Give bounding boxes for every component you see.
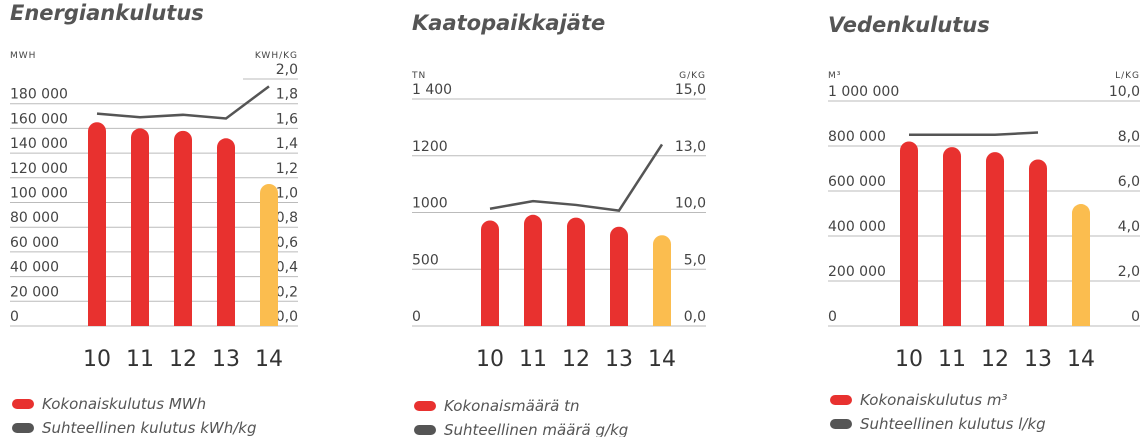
y-tick-label: 120 000 [10,161,68,177]
x-tick-label: 14 [255,347,283,372]
y-tick-label: 60 000 [10,235,59,251]
line [96,85,270,120]
bar [524,214,542,326]
x-tick-label: 13 [1024,347,1052,372]
bar [900,141,918,326]
legend-marker [414,401,436,411]
legend-label: Kokonaiskulutus MWh [42,395,206,413]
bar [986,152,1004,326]
x-tick-label: 10 [83,347,111,372]
y-tick-label: 100 000 [10,186,68,202]
y2-tick-label: 10,0 [675,196,706,212]
y2-tick-label: 1,2 [276,161,298,177]
chart-title: Energiankulutus [10,1,204,25]
chart-title: Vedenkulutus [828,13,990,37]
bar [653,235,671,326]
line [489,143,664,212]
y2-axis-label: KWH/KG [255,51,298,61]
legend-marker [830,419,852,429]
legend-marker [12,423,34,433]
legend-marker [830,395,852,405]
y-tick-label: 80 000 [10,210,59,226]
y2-tick-label: 13,0 [675,139,706,155]
y-tick-label: 1000 [412,196,448,212]
bar [567,217,585,326]
bar [174,130,192,326]
bar [1072,204,1090,326]
x-tick-label: 13 [212,347,240,372]
y-tick-label: 160 000 [10,111,68,127]
x-tick-label: 11 [126,347,154,372]
bar [217,138,235,326]
y-tick-label: 0 [828,309,837,325]
legend-label: Suhteellinen määrä g/kg [444,421,628,437]
y-tick-label: 500 [412,252,439,268]
y2-tick-label: 0,4 [276,260,298,276]
y-tick-label: 20 000 [10,284,59,300]
bar [260,183,278,326]
y-tick-label: 600 000 [828,174,886,190]
y-axis-label: MWH [10,51,36,61]
y-tick-label: 400 000 [828,219,886,235]
x-tick-label: 10 [476,347,504,372]
y-tick-label: 1 000 000 [828,84,899,100]
y2-tick-label: 15,0 [675,82,706,98]
line [909,131,1039,136]
y2-tick-label: 0,6 [276,235,298,251]
y2-tick-label: 0,2 [276,284,298,300]
y2-tick-label: 0 [1131,309,1140,325]
y2-tick-label: 10,0 [1109,84,1140,100]
y2-axis-label: G/KG [679,71,706,81]
bar [131,128,149,326]
y-tick-label: 0 [412,309,421,325]
y2-tick-label: 4,0 [1118,219,1140,235]
bar [610,226,628,326]
bar [481,220,499,326]
y2-tick-label: 0,8 [276,210,298,226]
y-tick-label: 1200 [412,139,448,155]
y-axis-label: M³ [828,71,841,81]
y-tick-label: 800 000 [828,129,886,145]
legend-marker [414,425,436,435]
y-tick-label: 140 000 [10,136,68,152]
x-tick-label: 11 [519,347,547,372]
y-tick-label: 40 000 [10,260,59,276]
x-tick-label: 12 [562,347,590,372]
x-tick-label: 12 [169,347,197,372]
legend-label: Suhteellinen kulutus l/kg [860,415,1046,433]
y-tick-label: 0 [10,309,19,325]
y2-tick-label: 2,0 [1118,264,1140,280]
y2-tick-label: 1,8 [276,87,298,103]
bar [943,147,961,326]
x-tick-label: 14 [1067,347,1095,372]
y2-tick-label: 0,0 [276,309,298,325]
legend-label: Kokonaismäärä tn [444,397,580,415]
y-axis-label: TN [411,71,426,81]
x-tick-label: 12 [981,347,1009,372]
y-tick-label: 1 400 [412,82,452,98]
bar [1029,159,1047,326]
y2-tick-label: 5,0 [684,252,706,268]
legend-label: Kokonaiskulutus m³ [860,391,1008,409]
y2-tick-label: 0,0 [684,309,706,325]
x-tick-label: 11 [938,347,966,372]
y-tick-label: 200 000 [828,264,886,280]
y-tick-label: 180 000 [10,87,68,103]
x-tick-label: 14 [648,347,676,372]
bar [88,122,106,326]
legend-label: Suhteellinen kulutus kWh/kg [42,419,257,437]
y2-tick-label: 1,4 [276,136,298,152]
y2-axis-label: L/KG [1115,71,1140,81]
y2-tick-label: 1,0 [276,186,298,202]
chart-title: Kaatopaikkajäte [412,11,605,35]
legend-marker [12,399,34,409]
y2-tick-label: 2,0 [276,62,298,78]
y2-tick-label: 8,0 [1118,129,1140,145]
x-tick-label: 10 [895,347,923,372]
y2-tick-label: 6,0 [1118,174,1140,190]
x-tick-label: 13 [605,347,633,372]
y2-tick-label: 1,6 [276,111,298,127]
